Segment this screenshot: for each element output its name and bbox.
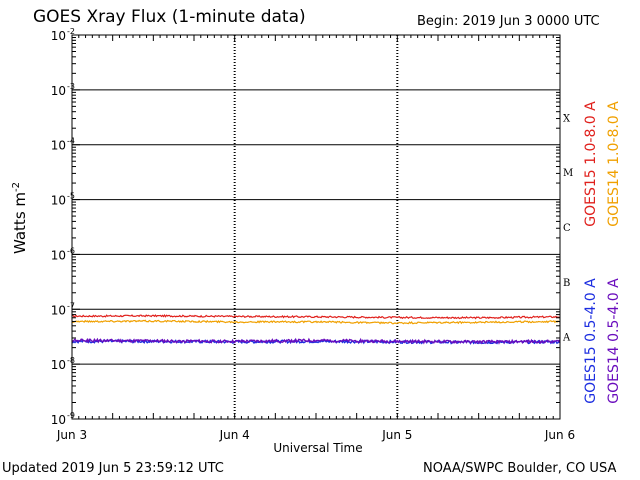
legend-goes15-short: GOES15 0.5-4.0 A (583, 278, 599, 404)
x-tick-label: Jun 6 (544, 428, 575, 442)
y-tick-label: 10 (51, 303, 66, 317)
x-tick-label: Jun 3 (56, 428, 87, 442)
y-tick-label: 10 (51, 413, 66, 427)
flare-class-label: X (563, 113, 571, 124)
y-tick-exponent: -2 (67, 27, 75, 36)
y-tick-exponent: -9 (67, 411, 75, 420)
x-tick-label: Jun 4 (219, 428, 250, 442)
y-tick-label: 10 (51, 358, 66, 372)
y-axis-title: Watts m-2 (11, 181, 29, 255)
x-axis-title: Universal Time (273, 441, 363, 455)
flare-class-label: M (563, 168, 573, 179)
y-tick-exponent: -4 (67, 137, 75, 146)
y-tick-label: 10 (51, 29, 66, 43)
y-tick-label: 10 (51, 84, 66, 98)
plot-frame (71, 34, 561, 420)
x-tick-label: Jun 5 (381, 428, 412, 442)
y-tick-label: 10 (51, 194, 66, 208)
y-tick-exponent: -7 (67, 301, 75, 310)
y-axis-title-exp: -2 (11, 181, 22, 192)
flare-class-label: A (562, 333, 571, 344)
flare-class-label: B (563, 278, 570, 289)
series-line (71, 337, 561, 345)
legend-goes14-short: GOES14 0.5-4.0 A (606, 278, 622, 404)
y-tick-label: 10 (51, 139, 66, 153)
y-tick-exponent: -6 (67, 246, 75, 255)
legend-goes14-long: GOES14 1.0-8.0 A (606, 101, 622, 227)
legend-goes15-long: GOES15 1.0-8.0 A (583, 101, 599, 227)
y-axis-title-base: Watts m (11, 191, 29, 255)
series-line (71, 319, 561, 325)
updated-timestamp: Updated 2019 Jun 5 23:59:12 UTC (2, 461, 224, 476)
flare-class-label: C (563, 223, 571, 234)
y-tick-label: 10 (51, 248, 66, 262)
y-tick-exponent: -8 (67, 356, 75, 365)
y-tick-exponent: -5 (67, 192, 75, 201)
begin-time: Begin: 2019 Jun 3 0000 UTC (417, 14, 600, 29)
y-tick-exponent: -3 (67, 82, 75, 91)
chart-title: GOES Xray Flux (1-minute data) (33, 7, 306, 27)
credit-text: NOAA/SWPC Boulder, CO USA (423, 461, 617, 476)
series-line (71, 314, 561, 320)
